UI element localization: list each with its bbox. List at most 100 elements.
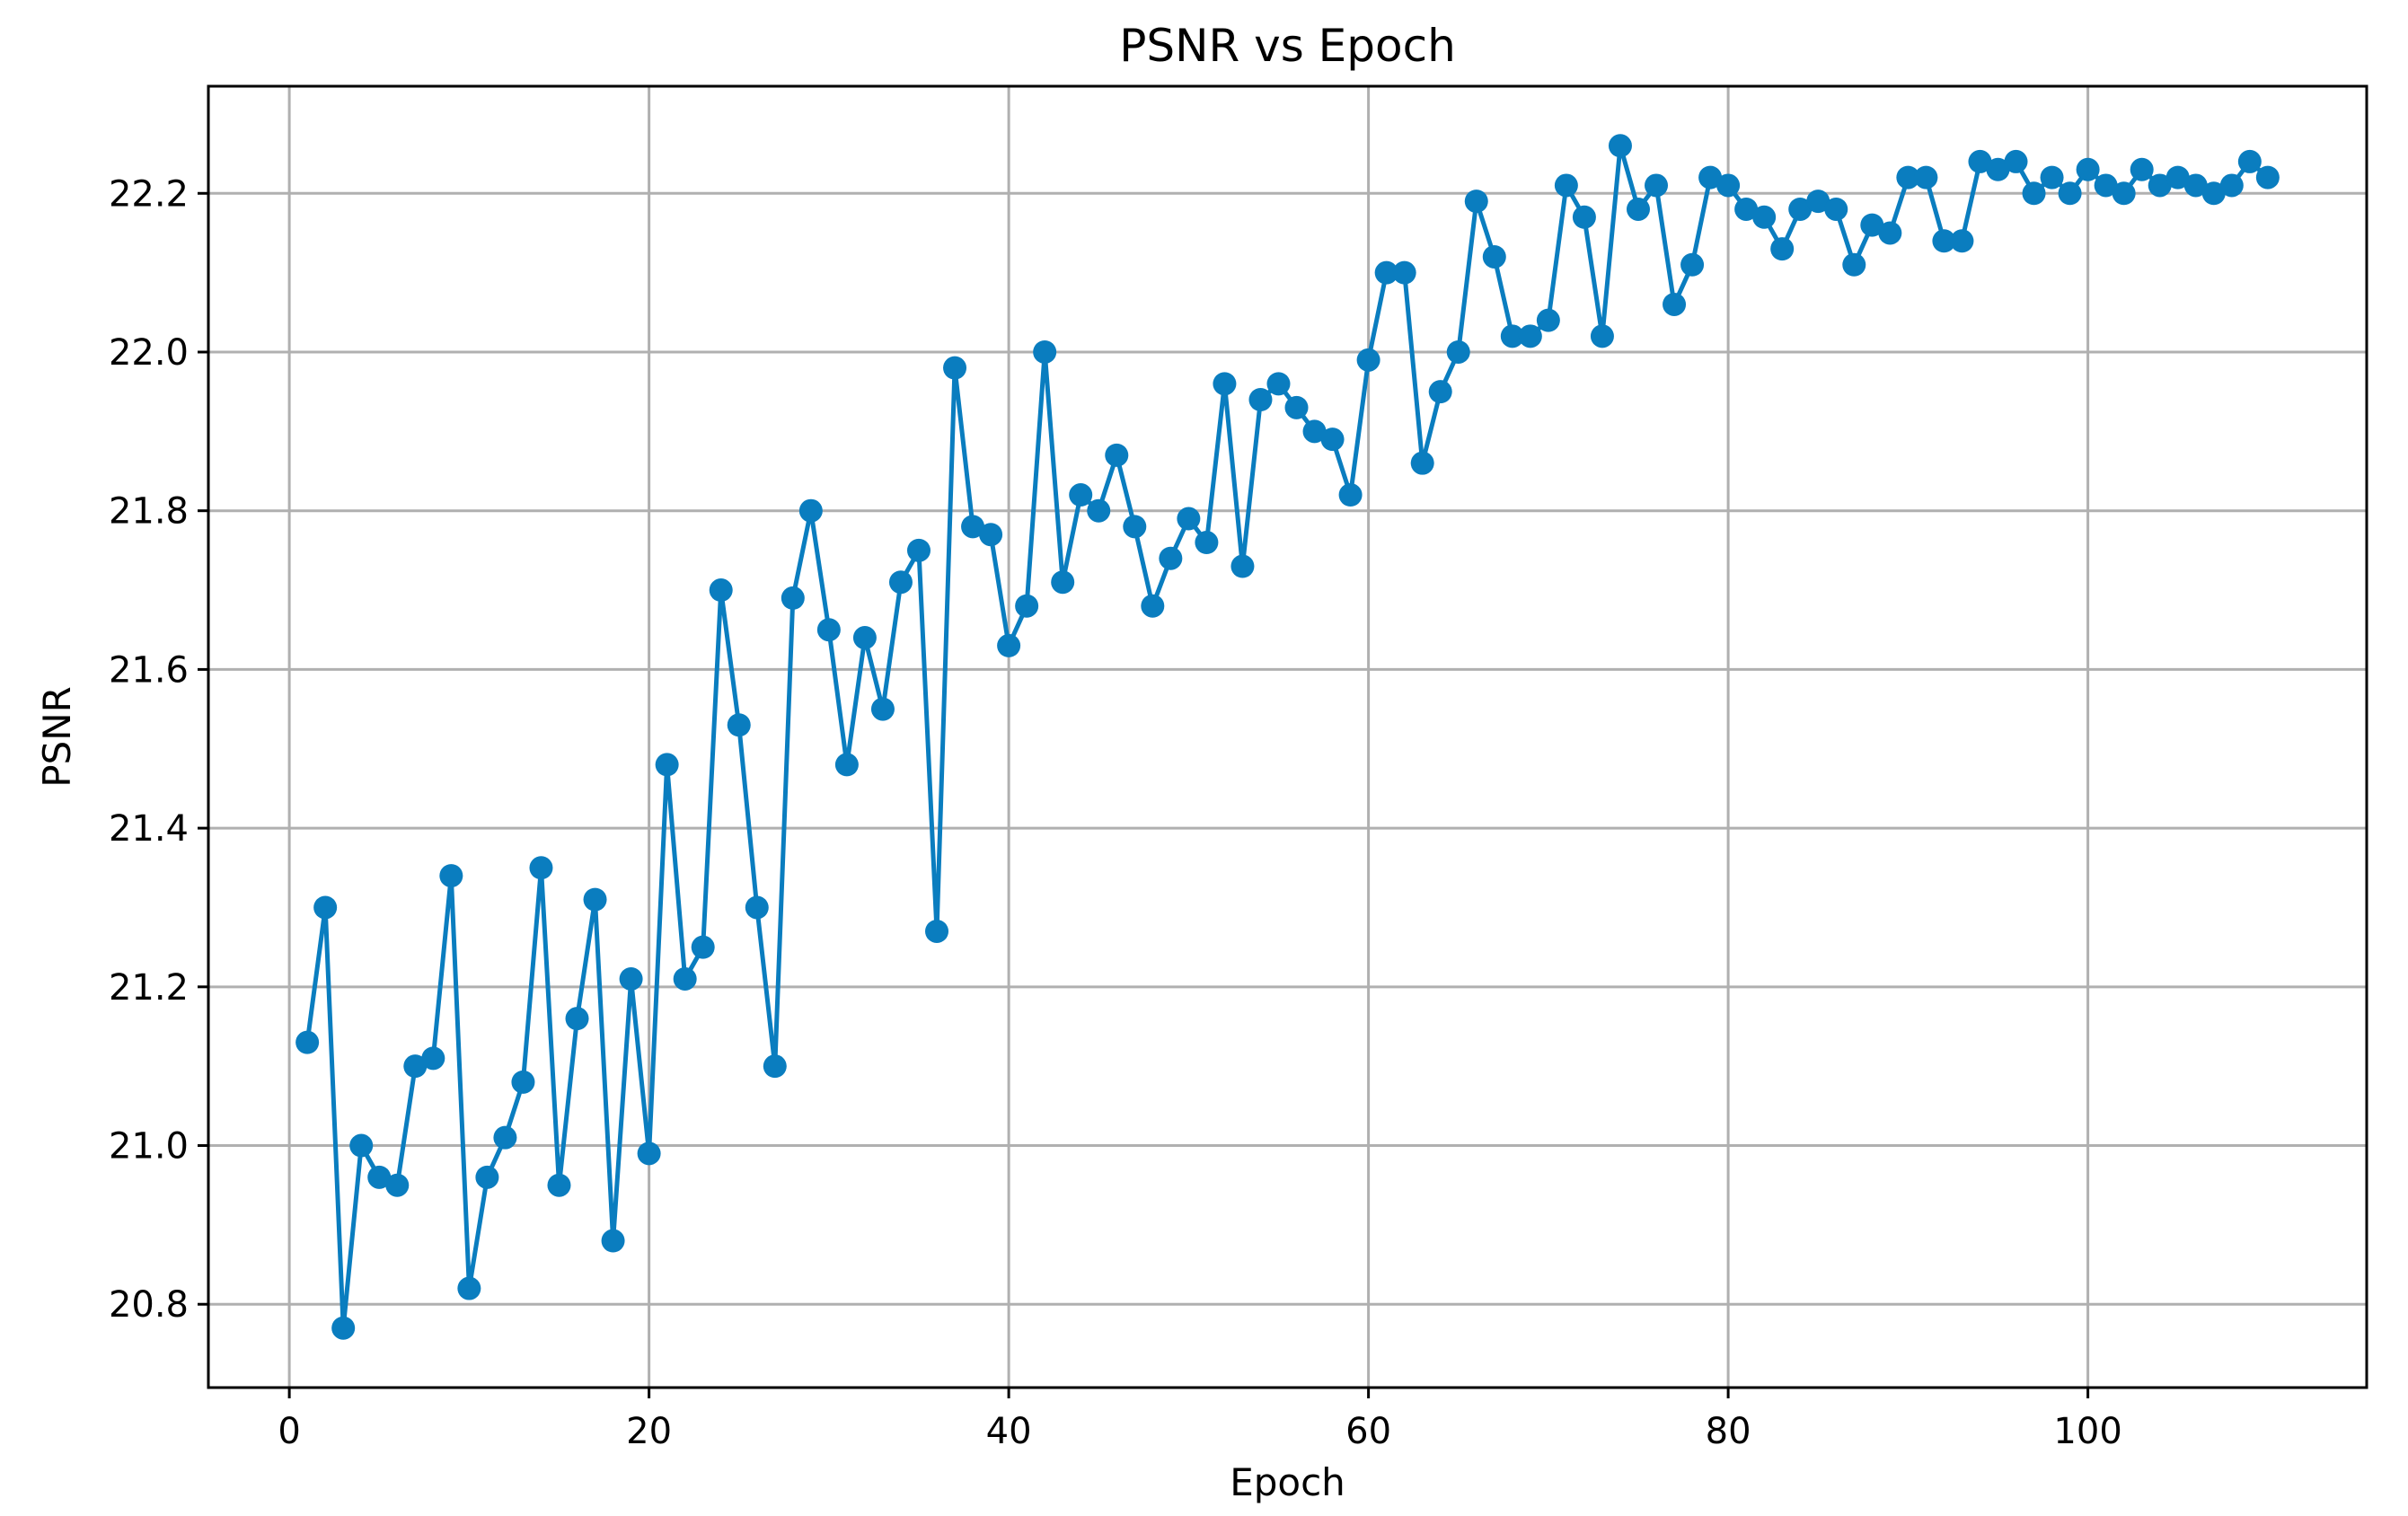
data-point <box>1105 443 1129 467</box>
data-point <box>583 887 607 912</box>
x-tick-label: 0 <box>278 1411 300 1452</box>
data-point <box>529 856 553 880</box>
data-point <box>1716 173 1741 198</box>
data-point <box>1338 483 1363 507</box>
axis-ticks: 0 20 40 60 80 100 20.8 21.0 21.2 21.4 21.6 21.8 22.0… <box>109 173 2122 1452</box>
data-point <box>295 1030 320 1054</box>
data-point <box>367 1165 392 1189</box>
x-tick-label: 20 <box>626 1411 672 1452</box>
data-point <box>1932 229 1956 253</box>
data-point <box>1698 165 1723 190</box>
data-point <box>2094 173 2118 198</box>
data-point <box>1554 173 1578 198</box>
data-point <box>331 1316 356 1340</box>
data-point <box>925 919 949 943</box>
data-point <box>1500 324 1524 348</box>
data-point <box>1896 165 1920 190</box>
data-point <box>906 538 931 562</box>
data-point <box>1536 308 1560 332</box>
data-point <box>1860 213 1884 237</box>
y-tick-label: 21.0 <box>109 1126 189 1168</box>
data-point <box>1015 594 1039 618</box>
y-tick-label: 22.2 <box>109 173 189 215</box>
data-point <box>1968 149 1992 173</box>
data-point <box>979 523 1003 547</box>
data-point <box>1842 252 1866 277</box>
data-point <box>1446 339 1470 364</box>
data-point <box>1392 260 1416 285</box>
data-point <box>2040 165 2064 190</box>
y-tick-label: 21.2 <box>109 967 189 1009</box>
data-point <box>2004 149 2028 173</box>
data-point <box>834 753 859 777</box>
data-point <box>2148 173 2172 198</box>
x-tick-label: 40 <box>986 1411 1032 1452</box>
data-point <box>1230 554 1255 578</box>
data-point <box>1518 324 1542 348</box>
data-point <box>727 713 751 737</box>
data-point <box>439 864 463 888</box>
data-point <box>763 1054 787 1079</box>
data-point <box>997 633 1021 657</box>
data-point <box>1051 570 1075 595</box>
data-point <box>1482 244 1506 269</box>
data-point <box>2112 181 2136 206</box>
data-point <box>1266 372 1291 396</box>
data-point <box>547 1173 571 1197</box>
data-point <box>1141 594 1165 618</box>
data-point <box>1752 205 1777 229</box>
x-tick-label: 100 <box>2053 1411 2121 1452</box>
data-point <box>2058 181 2082 206</box>
data-point <box>1177 507 1201 531</box>
data-point <box>798 498 823 523</box>
y-tick-label: 21.8 <box>109 491 189 533</box>
data-point <box>385 1173 410 1197</box>
data-point <box>1878 221 1902 245</box>
data-point <box>403 1054 428 1079</box>
data-point <box>1806 190 1830 214</box>
data-point <box>1626 197 1650 221</box>
data-point <box>1123 515 1147 539</box>
data-point <box>1663 292 1687 316</box>
data-point <box>1680 252 1705 277</box>
data-point <box>1195 531 1219 555</box>
x-axis-title: Epoch <box>1230 1460 1345 1504</box>
data-point <box>2255 165 2280 190</box>
data-point <box>1069 483 1093 507</box>
data-series <box>295 134 2280 1340</box>
data-point <box>1770 237 1795 261</box>
data-point <box>1608 134 1632 158</box>
data-point <box>1320 427 1345 452</box>
chart-title: PSNR vs Epoch <box>1119 20 1456 72</box>
data-point <box>673 966 697 991</box>
data-point <box>1302 419 1327 444</box>
data-point <box>2201 181 2226 206</box>
data-point <box>2219 173 2244 198</box>
data-point <box>2022 181 2046 206</box>
data-point <box>1734 197 1759 221</box>
data-point <box>655 753 679 777</box>
data-point <box>1284 395 1309 419</box>
data-point <box>1986 157 2010 181</box>
data-point <box>2130 157 2154 181</box>
data-point <box>1087 498 1111 523</box>
data-point <box>637 1141 661 1166</box>
data-point <box>565 1007 589 1031</box>
data-point <box>1410 451 1434 475</box>
data-point <box>781 586 805 610</box>
data-point <box>1159 546 1183 570</box>
data-point <box>1572 205 1596 229</box>
data-point <box>619 966 643 991</box>
y-tick-label: 20.8 <box>109 1284 189 1326</box>
data-point <box>2076 157 2100 181</box>
data-point <box>2237 149 2262 173</box>
data-point <box>1428 380 1452 404</box>
axes-frame <box>207 84 2368 1389</box>
data-point <box>421 1046 445 1071</box>
data-point <box>313 895 338 920</box>
grid-lines <box>208 86 2367 1388</box>
x-tick-label: 60 <box>1345 1411 1391 1452</box>
x-tick-label: 80 <box>1706 1411 1751 1452</box>
